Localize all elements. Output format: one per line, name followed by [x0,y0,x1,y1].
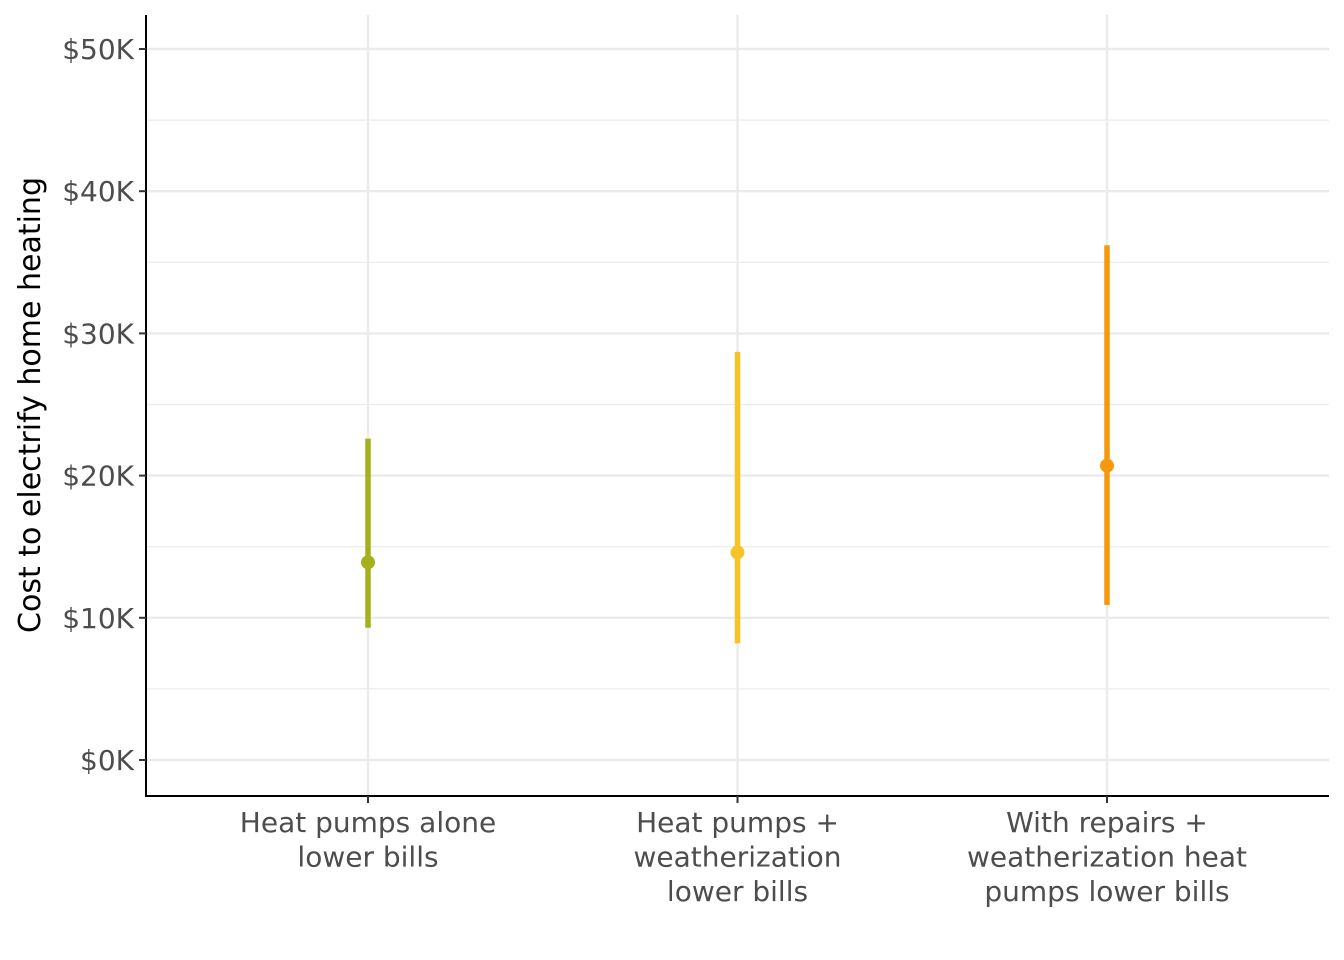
y-tick-label: $30K [62,317,134,350]
x-tick-label: Heat pumps alone lower bills [240,806,496,874]
y-tick-label: $10K [62,602,134,635]
estimate-point [1100,458,1114,473]
y-tick-label: $50K [62,33,134,66]
data-marks [361,245,1114,644]
x-ticks: Heat pumps alone lower bills Heat pumps + w… [240,796,1247,908]
y-tick-label: $40K [62,175,134,208]
y-axis-title: Cost to electrify home heating [13,177,48,633]
estimate-point [730,545,745,560]
y-tick-label: $0K [80,744,135,777]
y-tick-label: $20K [62,460,134,493]
x-tick-label: With repairs + weatherization heat pumps l… [967,806,1247,908]
x-tick-label: Heat pumps + weatherization lower bills [633,806,841,908]
y-ticks: $0K $10K $20K $30K $40K $50K [62,33,146,777]
estimate-point [361,555,375,570]
